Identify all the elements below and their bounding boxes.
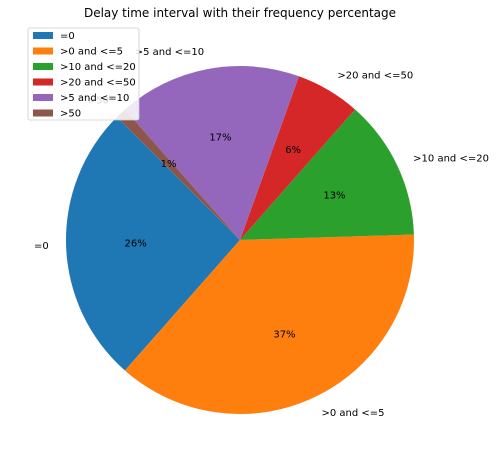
slice-6-percent: 1%	[161, 159, 177, 170]
legend-frame	[27, 27, 140, 121]
slice-2-label: >0 and <=5	[321, 408, 384, 419]
legend: =0 >0 and <=5 >10 and <=20 >20 and <=50 >5 a…	[27, 27, 140, 121]
legend-swatch-1	[33, 32, 53, 39]
slice-4-label: >20 and <=50	[337, 70, 413, 81]
legend-label-4: >20 and <=50	[60, 78, 136, 89]
slices-layer	[65, 66, 414, 414]
legend-swatch-5	[33, 94, 53, 101]
legend-swatch-4	[33, 78, 53, 86]
slice-1-label: =0	[34, 241, 49, 252]
slice-3-wedge	[240, 109, 414, 240]
legend-swatch-3	[33, 63, 53, 70]
legend-label-2: >0 and <=5	[60, 47, 123, 58]
slice-4-percent: 6%	[285, 145, 301, 156]
legend-swatch-6	[33, 109, 53, 117]
legend-label-6: >50	[60, 109, 81, 120]
legend-label-1: =0	[60, 31, 75, 42]
chart-title: Delay time interval with their frequency…	[84, 6, 396, 20]
slice-5-wedge	[124, 66, 299, 240]
slice-3-label: >10 and <=20	[413, 154, 489, 165]
slice-5-percent: 17%	[209, 132, 231, 143]
slice-5-label: >5 and <=10	[135, 47, 204, 58]
slice-1-percent: 26%	[125, 238, 147, 249]
legend-swatch-2	[33, 47, 53, 55]
legend-label-5: >5 and <=10	[60, 93, 129, 104]
slice-4-wedge	[240, 76, 356, 240]
slice-2-percent: 37%	[273, 329, 295, 340]
legend-label-3: >10 and <=20	[60, 62, 136, 73]
slice-3-percent: 13%	[323, 191, 345, 202]
slice-6-wedge	[116, 109, 240, 240]
slice-2-wedge	[124, 234, 414, 414]
slice-1-wedge	[65, 116, 241, 371]
